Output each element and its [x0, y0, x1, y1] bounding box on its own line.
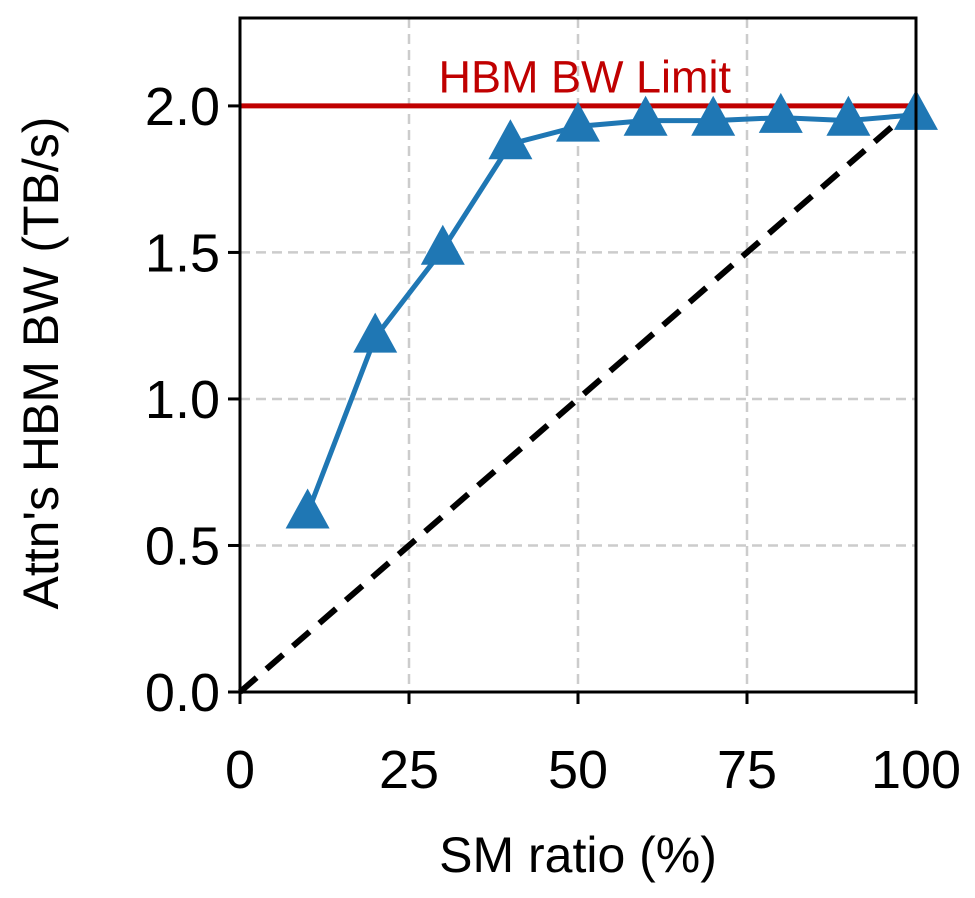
data-point-7	[758, 92, 803, 133]
x-tick-label-1: 25	[379, 740, 439, 800]
data-point-1	[353, 312, 398, 353]
ticks: 0 25 50 75 100 0.0 0.5 1.0 1.5 2.0	[145, 77, 961, 800]
y-tick-label-0: 0.0	[145, 663, 220, 723]
x-tick-label-3: 75	[717, 740, 777, 800]
data-point-3	[488, 119, 533, 160]
x-tick-label-0: 0	[225, 740, 255, 800]
data-point-6	[691, 95, 736, 136]
hbm-limit-annotation: HBM BW Limit	[439, 52, 732, 103]
x-axis-label: SM ratio (%)	[439, 827, 717, 883]
data-point-2	[420, 224, 465, 265]
x-tick-label-4: 100	[871, 740, 961, 800]
series-line-0	[305, 112, 917, 515]
y-tick-label-2: 1.0	[145, 370, 220, 430]
y-tick-label-3: 1.5	[145, 223, 220, 283]
y-tick-label-1: 0.5	[145, 516, 220, 576]
data-point-8	[826, 95, 871, 136]
data-point-5	[623, 95, 668, 136]
reference-diagonal-line	[238, 103, 918, 695]
x-tick-label-2: 50	[548, 740, 608, 800]
y-tick-label-4: 2.0	[145, 77, 220, 137]
data-point-0	[285, 488, 330, 529]
y-axis-label: Attn's HBM BW (TB/s)	[13, 117, 69, 610]
data-point-4	[556, 101, 600, 142]
